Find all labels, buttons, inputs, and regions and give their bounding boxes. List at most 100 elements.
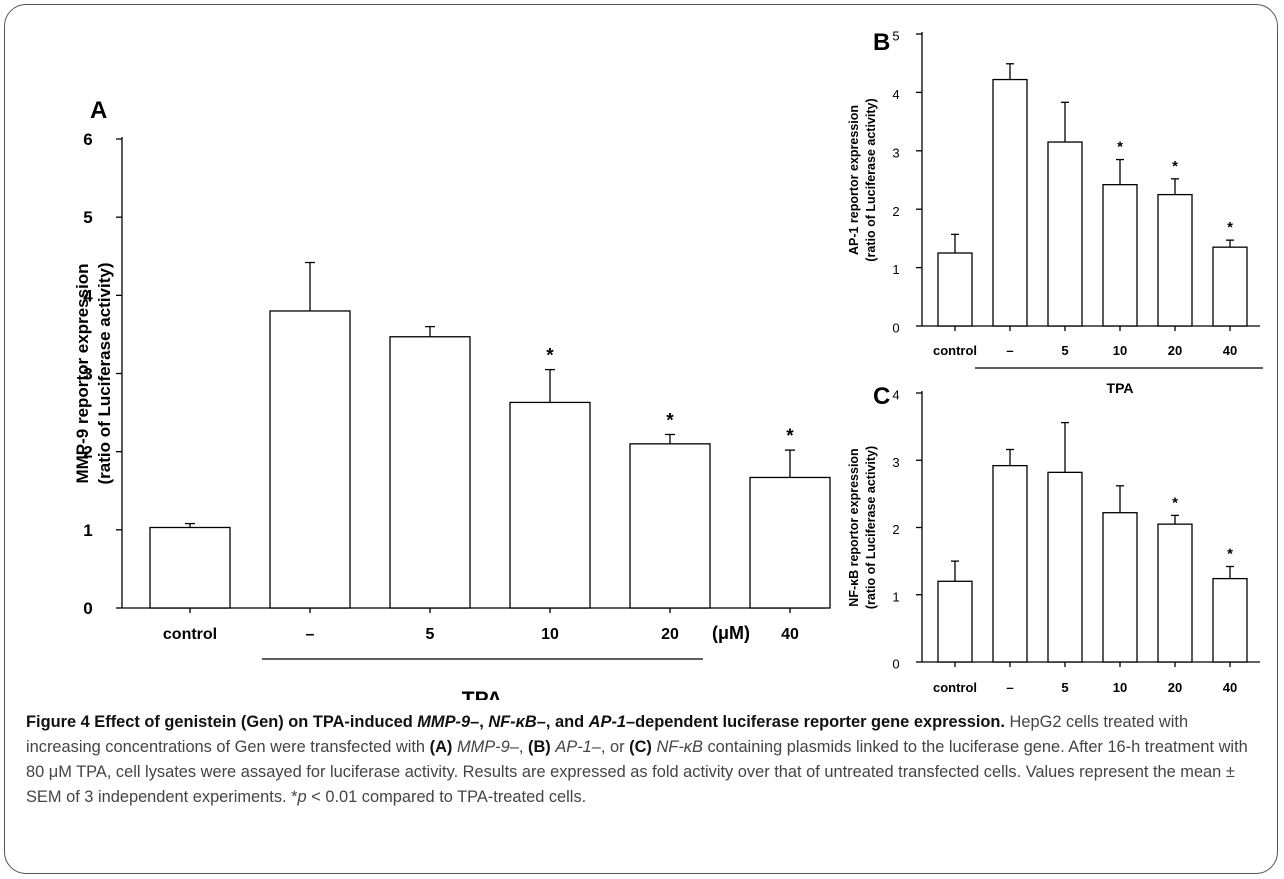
y-tick-label: 0 (892, 321, 899, 336)
y-tick-label: 4 (83, 286, 93, 305)
y-tick-label: 0 (892, 657, 899, 672)
category-label: 10 (1113, 343, 1127, 358)
significance-star: * (786, 426, 794, 447)
y-tick-label: 5 (83, 208, 92, 227)
caption-body-part: (C) (629, 738, 652, 756)
y-axis-label: NF-κB reportor expression (847, 448, 861, 606)
figure-caption: Figure 4 Effect of genistein (Gen) on TP… (26, 710, 1262, 810)
caption-body-part: (B) (528, 738, 551, 756)
category-label: 20 (1168, 680, 1182, 695)
y-axis-label: MMP-9 reportor expression (73, 263, 92, 483)
y-axis-label: (ratio of Luciferase activity) (864, 446, 878, 609)
bar-3 (1102, 512, 1138, 663)
category-label: 5 (426, 626, 435, 643)
y-tick-label: 6 (83, 130, 92, 149)
category-label: control (933, 680, 977, 695)
y-axis-label: AP-1 reportor expression (847, 105, 861, 255)
category-label: 5 (1061, 680, 1068, 695)
bar-2 (1047, 471, 1083, 663)
caption-body-part: p (297, 788, 307, 806)
y-tick-label: 3 (892, 455, 899, 470)
bar-3 (509, 401, 591, 609)
y-tick-label: 4 (892, 388, 899, 403)
y-tick-label: 3 (83, 364, 92, 383)
category-label: 40 (781, 626, 799, 643)
y-tick-label: 2 (892, 522, 899, 537)
significance-star: * (1172, 158, 1178, 175)
category-label: – (1006, 343, 1013, 358)
unit-label: (μM) (712, 623, 750, 643)
group-label: TPA (1107, 380, 1134, 396)
caption-body: HepG2 cells treated with increasing conc… (26, 713, 1248, 806)
bar-5 (1212, 577, 1248, 663)
caption-body-part: –, or (591, 738, 630, 756)
y-tick-label: 1 (83, 521, 92, 540)
category-label: control (163, 626, 217, 643)
caption-body-part: MMP-9 (456, 738, 510, 756)
chart-panel-c: C 0 1 2 3 4 NF-κB reportor expression (ratio of… (847, 383, 1260, 695)
y-axis-label: (ratio of Luciferase activity) (95, 262, 114, 484)
category-label: 5 (1061, 343, 1068, 358)
bar-5 (1212, 246, 1248, 327)
y-tick-label: 5 (892, 29, 899, 44)
y-tick-label: 1 (892, 589, 899, 604)
bar-2 (389, 336, 471, 609)
y-tick-label: 2 (83, 443, 92, 462)
category-label: 20 (661, 626, 679, 643)
category-label: 10 (1113, 680, 1127, 695)
caption-title-part: NF-κB (488, 713, 537, 731)
bar-2 (1047, 141, 1083, 327)
panel-label: B (873, 29, 890, 56)
caption-body-part: containing plasmids linked to the lucife… (26, 738, 1248, 806)
significance-star: * (666, 410, 674, 431)
category-label: 20 (1168, 343, 1182, 358)
significance-star: * (1227, 546, 1233, 563)
y-tick-label: 0 (83, 599, 92, 618)
caption-title-part: –dependent luciferase reporter gene expr… (626, 713, 1005, 731)
category-label: 10 (541, 626, 559, 643)
bar-5 (749, 476, 831, 609)
significance-star: * (546, 346, 554, 367)
bar-3 (1102, 184, 1138, 327)
category-label: 40 (1223, 343, 1237, 358)
bar-4 (629, 443, 711, 609)
chart-panel-b: B 0 1 2 3 4 5 AP-1 reportor expression (ratio of… (847, 29, 1263, 396)
category-label: control (933, 343, 977, 358)
significance-star: * (1172, 494, 1178, 511)
caption-body-part: HepG2 cells treated with increasing conc… (26, 713, 1189, 756)
y-tick-label: 4 (892, 87, 899, 102)
bar-1 (269, 310, 351, 609)
caption-title-part: AP-1 (588, 713, 627, 731)
caption-title-part: MMP-9 (417, 713, 471, 731)
caption-body-part: (A) (429, 738, 453, 756)
bar-0 (937, 580, 973, 663)
y-axis-label: (ratio of Luciferase activity) (864, 98, 878, 261)
category-label: – (306, 626, 315, 643)
bar-1 (992, 78, 1028, 327)
y-tick-label: 3 (892, 145, 899, 160)
significance-star: * (1117, 139, 1123, 156)
panel-label: C (873, 383, 890, 410)
bar-0 (937, 252, 973, 327)
y-tick-label: 1 (892, 262, 899, 277)
caption-title-part: Figure 4 Effect of genistein (Gen) on TP… (26, 713, 418, 731)
category-label: – (1006, 680, 1013, 695)
bar-1 (992, 464, 1028, 663)
y-tick-label: 2 (892, 204, 899, 219)
bar-4 (1157, 193, 1193, 327)
caption-body-part: < 0.01 compared to TPA-treated cells. (306, 788, 587, 806)
caption-body-part: AP-1 (555, 738, 592, 756)
bar-4 (1157, 523, 1193, 663)
category-label: 40 (1223, 680, 1237, 695)
panel-label: A (90, 97, 107, 124)
significance-star: * (1227, 219, 1233, 236)
caption-title: Figure 4 Effect of genistein (Gen) on TP… (26, 713, 1005, 731)
caption-body-part: NF-κB (656, 738, 703, 756)
caption-title-part: –, (470, 713, 489, 731)
group-label: TPA (462, 688, 502, 700)
caption-body-part: –, (509, 738, 528, 756)
caption-title-part: –, and (536, 713, 589, 731)
chart-panel-a: A 0 1 2 3 4 5 6 MMP-9 reportor expression (ratio … (73, 97, 831, 700)
bar-0 (149, 526, 231, 609)
